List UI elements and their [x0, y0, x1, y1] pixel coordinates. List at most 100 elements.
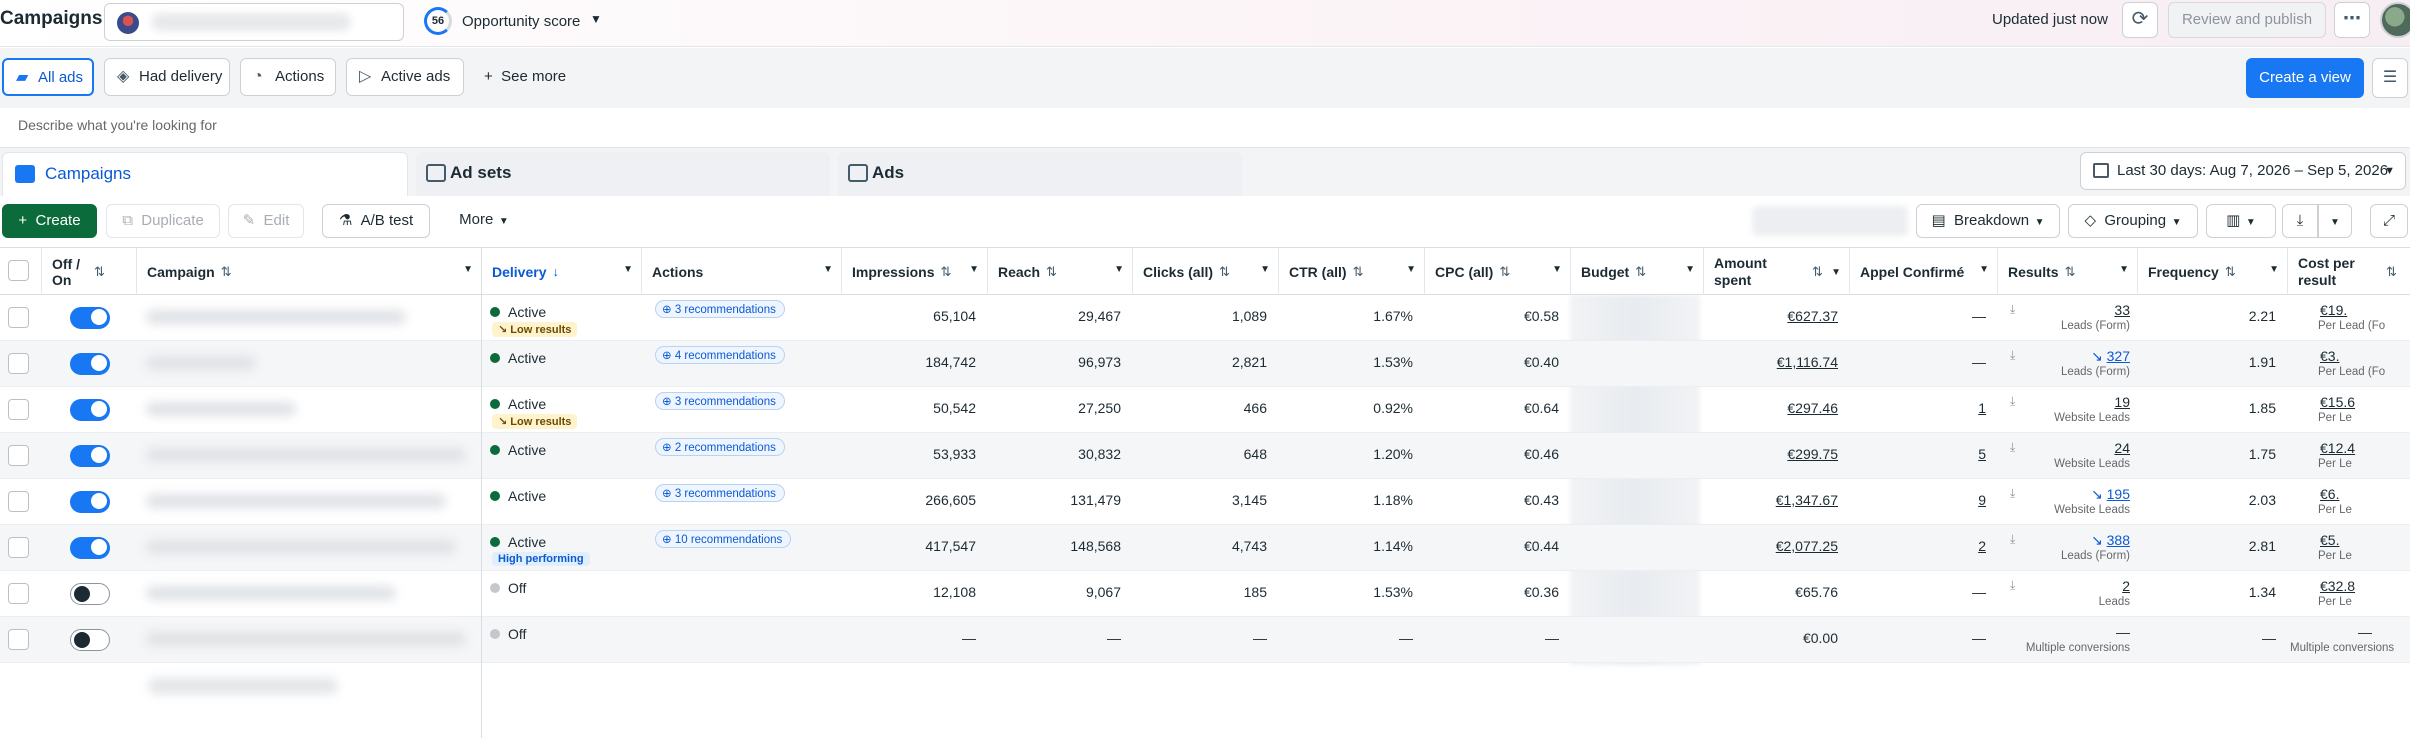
export-button[interactable]: ⤓ — [2282, 204, 2318, 238]
result-value[interactable]: ↘ 195 — [2091, 486, 2130, 503]
create-view-button[interactable]: Create a view — [2246, 58, 2364, 98]
tab-ad-sets[interactable]: Ad sets — [416, 152, 830, 196]
duplicate-button[interactable]: ⧉ Duplicate — [106, 204, 220, 238]
recommendations-badge[interactable]: ⊕ 3 recommendations — [655, 484, 785, 502]
header-actions[interactable]: Actions ▼ — [642, 248, 842, 295]
tab-ads[interactable]: Ads — [838, 152, 1242, 196]
recommendations-badge[interactable]: ⊕ 2 recommendations — [655, 438, 785, 456]
campaign-name-redacted[interactable] — [146, 494, 446, 508]
amount-value[interactable]: €2,077.25 — [1775, 538, 1838, 554]
campaign-name-redacted[interactable] — [146, 586, 396, 600]
cost-per-result-value[interactable]: €6. — [2320, 486, 2340, 502]
campaign-name-redacted[interactable] — [146, 448, 466, 462]
ab-test-button[interactable]: ⚗ A/B test — [322, 204, 430, 238]
date-range-picker[interactable]: Last 30 days: Aug 7, 2026 – Sep 5, 2026 ▼ — [2080, 152, 2406, 190]
account-selector[interactable] — [104, 3, 404, 41]
result-number[interactable]: 195 — [2106, 486, 2130, 502]
profile-avatar[interactable] — [2380, 2, 2410, 38]
table-row[interactable]: Active ⊕ 3 recommendations 266,605 131,479 3… — [0, 479, 2410, 525]
row-checkbox[interactable] — [8, 353, 29, 374]
result-number[interactable]: 19 — [2114, 394, 2130, 410]
cost-per-result-value[interactable]: €5. — [2320, 532, 2340, 548]
table-row[interactable]: Off 12,108 9,067 185 1.53% €0.36 1.34 €65.76 — ⤓ 2… — [0, 571, 2410, 617]
row-checkbox[interactable] — [8, 629, 29, 650]
header-clicks[interactable]: Clicks (all) ⇅ ▼ — [1133, 248, 1279, 295]
view-chip-all-ads[interactable]: ▰ All ads — [2, 58, 94, 96]
cost-per-result-value[interactable]: €3. — [2320, 348, 2340, 364]
recommendations-badge[interactable]: ⊕ 3 recommendations — [655, 300, 785, 318]
row-checkbox[interactable] — [8, 445, 29, 466]
view-settings-button[interactable]: ☰ — [2372, 58, 2408, 98]
header-amount-spent[interactable]: Amount spent ⇅ ▼ — [1704, 248, 1850, 295]
row-checkbox[interactable] — [8, 307, 29, 328]
campaign-toggle[interactable] — [70, 445, 110, 467]
export-options-button[interactable]: ▼ — [2318, 204, 2352, 238]
review-publish-button[interactable]: Review and publish — [2168, 2, 2326, 38]
amount-value[interactable]: €299.75 — [1787, 446, 1838, 462]
recommendations-badge[interactable]: ⊕ 10 recommendations — [655, 530, 792, 548]
row-checkbox[interactable] — [8, 491, 29, 512]
see-more-button[interactable]: + See more — [484, 68, 566, 85]
table-row[interactable]: Active ⊕ 4 recommendations 184,742 96,973 2,… — [0, 341, 2410, 387]
breakdown-button[interactable]: ▤ Breakdown ▼ — [1916, 204, 2060, 238]
recommendations-badge[interactable]: ⊕ 3 recommendations — [655, 392, 785, 410]
header-offon[interactable]: Off / On ⇅ — [42, 248, 137, 295]
header-reach[interactable]: Reach ⇅ ▼ — [988, 248, 1133, 295]
campaign-toggle[interactable] — [70, 399, 110, 421]
table-row[interactable]: Active ↘ Low results ⊕ 3 recommendations 65… — [0, 295, 2410, 341]
appel-value[interactable]: 5 — [1978, 446, 1986, 462]
result-value[interactable]: 24 — [2114, 440, 2130, 456]
recommendations-badge[interactable]: ⊕ 4 recommendations — [655, 346, 785, 364]
more-options-button[interactable]: ⋯ — [2334, 2, 2370, 38]
campaign-toggle[interactable] — [70, 353, 110, 375]
table-row[interactable]: Active ↘ Low results ⊕ 3 recommendations 50… — [0, 387, 2410, 433]
chevron-down-icon[interactable]: ▼ — [590, 12, 602, 26]
appel-value[interactable]: 1 — [1978, 400, 1986, 416]
campaign-name-redacted[interactable] — [146, 356, 256, 370]
header-frequency[interactable]: Frequency ⇅ ▼ — [2138, 248, 2288, 295]
refresh-button[interactable]: ⟳ — [2122, 2, 2158, 38]
header-results[interactable]: Results ⇅ ▼ — [1998, 248, 2138, 295]
result-number[interactable]: 33 — [2114, 302, 2130, 318]
campaign-name-redacted[interactable] — [146, 540, 456, 554]
edit-button[interactable]: ✎ Edit — [228, 204, 304, 238]
result-number[interactable]: 388 — [2106, 532, 2130, 548]
view-chip-had-delivery[interactable]: ◈ Had delivery — [104, 58, 230, 96]
amount-value[interactable]: €1,116.74 — [1776, 354, 1838, 370]
header-impressions[interactable]: Impressions ⇅ ▼ — [842, 248, 988, 295]
table-row[interactable]: Active High performing ⊕ 10 recommendation… — [0, 525, 2410, 571]
campaign-toggle[interactable] — [70, 537, 110, 559]
row-checkbox[interactable] — [8, 537, 29, 558]
header-appel-confirme[interactable]: Appel Confirmé ▼ — [1850, 248, 1998, 295]
result-value[interactable]: ↘ 388 — [2091, 532, 2130, 549]
more-button[interactable]: More ▼ — [444, 204, 524, 238]
charts-button[interactable]: ⤢ — [2370, 204, 2408, 238]
table-row[interactable]: Off — — — — — — €0.00 — — Multiple conversions — Mul… — [0, 617, 2410, 663]
result-number[interactable]: 24 — [2114, 440, 2130, 456]
row-checkbox[interactable] — [8, 399, 29, 420]
campaign-toggle[interactable] — [70, 491, 110, 513]
result-number[interactable]: 327 — [2106, 348, 2130, 364]
campaign-name-redacted[interactable] — [146, 402, 296, 416]
campaign-toggle[interactable] — [70, 629, 110, 651]
reports-button[interactable]: ▥ ▼ — [2206, 204, 2276, 238]
grouping-button[interactable]: ◇ Grouping ▼ — [2068, 204, 2198, 238]
campaign-toggle[interactable] — [70, 583, 110, 605]
appel-value[interactable]: 2 — [1978, 538, 1986, 554]
opportunity-score-gauge[interactable]: 56 — [424, 7, 452, 35]
opportunity-score-label[interactable]: Opportunity score — [462, 13, 581, 30]
campaign-name-redacted[interactable] — [146, 632, 466, 646]
result-value[interactable]: ↘ 327 — [2091, 348, 2130, 365]
appel-value[interactable]: 9 — [1978, 492, 1986, 508]
create-button[interactable]: + Create — [2, 204, 97, 238]
table-row[interactable]: Active ⊕ 2 recommendations 53,933 30,832 648… — [0, 433, 2410, 479]
amount-value[interactable]: €1,347.67 — [1775, 492, 1838, 508]
header-campaign[interactable]: Campaign ⇅ ▼ — [137, 248, 482, 295]
cost-per-result-value[interactable]: — — [2358, 624, 2372, 640]
result-value[interactable]: 2 — [2122, 578, 2130, 594]
view-chip-actions[interactable]: ◔ Actions — [240, 58, 336, 96]
search-input[interactable] — [18, 117, 1218, 133]
result-value[interactable]: 19 — [2114, 394, 2130, 410]
header-cost-per-result[interactable]: Cost per result ⇅ — [2288, 248, 2410, 295]
header-cpc[interactable]: CPC (all) ⇅ ▼ — [1425, 248, 1571, 295]
